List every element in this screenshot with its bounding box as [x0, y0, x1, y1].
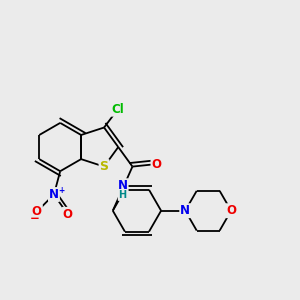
Text: +: + — [58, 187, 64, 196]
Text: N: N — [118, 179, 128, 192]
Text: O: O — [226, 204, 236, 217]
Text: N: N — [180, 204, 190, 217]
Text: N: N — [49, 188, 59, 201]
Text: O: O — [32, 205, 42, 218]
Text: −: − — [30, 212, 40, 225]
Text: O: O — [63, 208, 73, 221]
Text: Cl: Cl — [112, 103, 124, 116]
Text: O: O — [152, 158, 161, 171]
Text: S: S — [100, 160, 109, 173]
Text: H: H — [118, 190, 127, 200]
